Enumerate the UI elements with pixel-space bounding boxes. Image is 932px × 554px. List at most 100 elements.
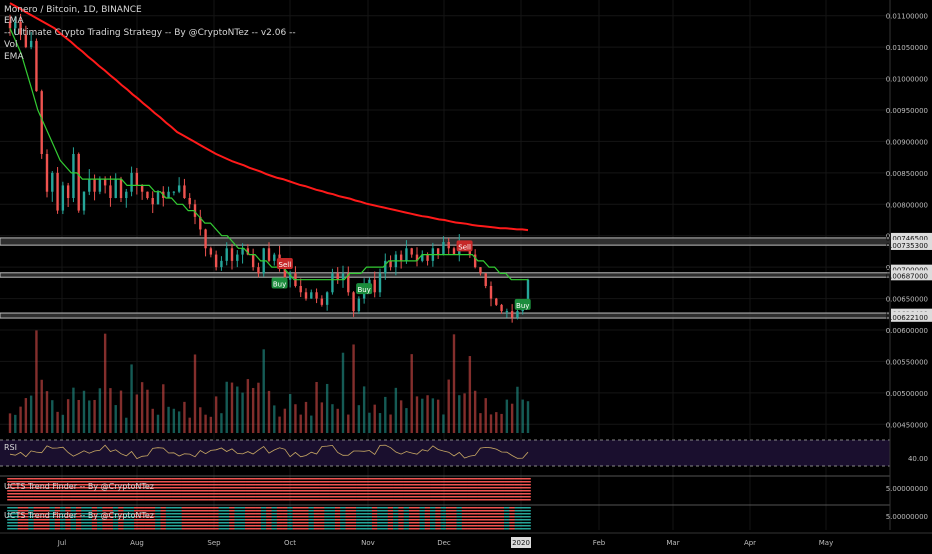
ucts-bar [419, 516, 426, 518]
ucts-bar [218, 525, 225, 527]
ucts-bar [155, 484, 161, 486]
volume-bar [214, 396, 218, 433]
ucts-label-2: UCTS Trend Finder -- By @CryptoNTez [4, 511, 154, 520]
ucts-bar [118, 522, 124, 524]
ucts-bar [23, 513, 29, 515]
candle-body [230, 248, 234, 261]
ucts-bar [345, 487, 352, 489]
candle-body [516, 311, 519, 318]
ucts-bar [208, 519, 214, 521]
ucts-bar [144, 519, 151, 521]
ucts-bar [435, 510, 441, 512]
ucts-bar [165, 522, 172, 524]
ucts-bar [7, 528, 13, 530]
ucts-bar [86, 507, 93, 509]
ucts-bar [361, 499, 367, 501]
volume-bar [394, 387, 398, 433]
ucts-bar [345, 516, 352, 518]
time-label-box [511, 537, 531, 548]
ucts-bar [382, 478, 389, 480]
ucts-bar [393, 528, 399, 530]
ucts-bar [107, 478, 114, 480]
ucts-bar [414, 487, 420, 489]
ucts-bar [435, 499, 441, 501]
ucts-bar [525, 478, 531, 480]
ucts-bar [334, 528, 341, 530]
ucts-bar [86, 487, 93, 489]
ucts-bar [440, 513, 447, 515]
ucts-bar [192, 481, 198, 483]
candle-body [442, 242, 445, 255]
ucts-bar [472, 513, 478, 515]
ucts-bar [504, 487, 510, 489]
ucts-bar [54, 499, 61, 501]
ucts-bar [430, 484, 436, 486]
ucts-bar [171, 478, 177, 480]
ucts-bar [472, 496, 478, 498]
candle-body [88, 179, 91, 192]
ucts-bar [255, 516, 262, 518]
ucts-bar [139, 510, 145, 512]
ucts-bar [414, 507, 420, 509]
ucts-bar [54, 484, 61, 486]
ucts-bar [134, 519, 140, 521]
ucts-bar [28, 493, 34, 495]
ucts-bar [176, 493, 182, 495]
ucts-bar [525, 484, 531, 486]
ucts-bar [38, 513, 45, 515]
ucts-bar [398, 513, 404, 515]
ucts-bar [139, 522, 145, 524]
ucts-bar [229, 484, 235, 486]
ucts-bar [514, 510, 521, 512]
ucts-bar [297, 478, 304, 480]
ucts-bar [403, 519, 410, 521]
ucts-bar [319, 493, 325, 495]
ucts-bar [356, 513, 362, 515]
ucts-bar [350, 525, 357, 527]
volume-bar [167, 406, 170, 433]
volume-bar [51, 400, 54, 433]
ucts-bar [435, 481, 441, 483]
ucts-bar [102, 496, 108, 498]
ucts-bar [445, 522, 452, 524]
ucts-bar [308, 519, 315, 521]
ucts-bar [329, 493, 336, 495]
ucts-bar [81, 522, 87, 524]
ucts-bar [165, 525, 172, 527]
ucts-bar [107, 496, 114, 498]
ucts-bar [165, 513, 172, 515]
ucts-bar [324, 525, 330, 527]
ucts-bar [239, 496, 246, 498]
volume-bar [14, 414, 17, 433]
ucts-bar [12, 522, 19, 524]
ucts-bar [97, 496, 103, 498]
ucts-bar [424, 516, 431, 518]
ucts-bar [403, 499, 410, 501]
ucts-bar [23, 528, 29, 530]
volume-bar [188, 417, 191, 433]
ucts-bar [467, 525, 473, 527]
ucts-bar [419, 484, 426, 486]
ucts-bar [192, 513, 198, 515]
ucts-bar [292, 507, 299, 509]
ucts-bar [419, 481, 426, 483]
volume-bar [45, 391, 49, 433]
ucts-bar [33, 496, 40, 498]
ucts-bar [445, 487, 452, 489]
ucts-bar [292, 490, 299, 492]
ucts-bar [28, 507, 34, 509]
ucts-bar [424, 507, 431, 509]
ucts-bar [229, 490, 235, 492]
ucts-bar [371, 516, 378, 518]
ucts-bar [313, 487, 320, 489]
ucts-bar [245, 513, 251, 515]
ucts-bar [303, 487, 309, 489]
ucts-bar [186, 519, 193, 521]
ucts-bar [419, 525, 426, 527]
ucts-bar [382, 510, 389, 512]
ucts-bar [493, 499, 500, 501]
y-tick-label: 0.00850000 [886, 170, 928, 178]
candle-body [45, 154, 49, 192]
